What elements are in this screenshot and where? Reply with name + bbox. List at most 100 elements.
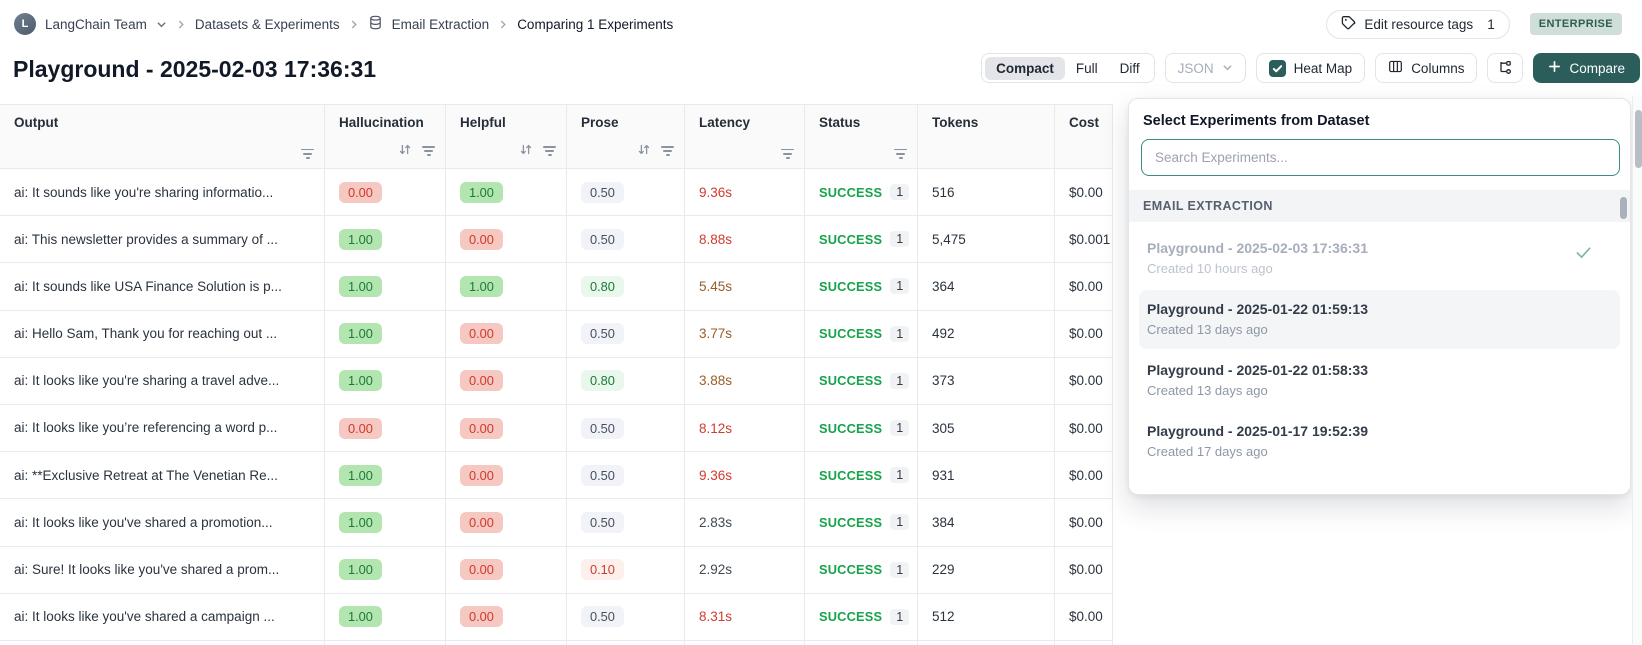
column-header[interactable]: Prose [567, 105, 685, 169]
columns-button[interactable]: Columns [1375, 53, 1478, 83]
prose-cell: 0.10 [567, 546, 685, 594]
output-cell[interactable]: ai: **Exclusive Retreat at The Venetian … [0, 452, 325, 500]
sort-icon[interactable] [637, 143, 651, 159]
check-icon [1575, 245, 1592, 265]
page-scrollbar-thumb[interactable] [1634, 110, 1642, 168]
sort-icon[interactable] [398, 143, 412, 159]
status-cell: SUCCESS 1 [805, 169, 918, 217]
experiment-list-item[interactable]: Playground - 2025-01-22 01:58:33 Created… [1139, 351, 1620, 410]
column-header[interactable]: Cost [1055, 105, 1113, 169]
column-header[interactable]: Latency [685, 105, 805, 169]
table-row[interactable]: ai: Hello Sam, Thank you for reaching ou… [0, 310, 1113, 358]
breadcrumb-datasets[interactable]: Datasets & Experiments [194, 16, 340, 32]
latency-value: 3.88s [699, 373, 733, 389]
experiments-results-table: Output Hallucination Helpful [0, 104, 1113, 645]
status-badge: SUCCESS [819, 326, 883, 342]
edit-resource-tags-button[interactable]: Edit resource tags 1 [1326, 9, 1510, 39]
output-cell[interactable]: ai: It looks like you've shared a campai… [0, 593, 325, 641]
panel-list-scrollbar-thumb[interactable] [1620, 197, 1627, 219]
table-row[interactable]: ai: **Exclusive Retreat at The Venetian … [0, 452, 1113, 500]
page-scrollbar[interactable] [1632, 96, 1642, 644]
compare-button[interactable]: Compare [1533, 53, 1640, 83]
cost-cell: $0.001 [1055, 216, 1113, 264]
filter-icon[interactable] [543, 145, 556, 157]
prose-cell: 0.50 [567, 499, 685, 547]
prose-score-badge: 0.50 [581, 464, 624, 486]
helpful-cell: 0.00 [446, 452, 567, 500]
latency-cell: 5.45s [685, 263, 805, 311]
format-json-label: JSON [1177, 60, 1214, 76]
team-avatar[interactable]: L [14, 13, 36, 35]
tokens-cell: 384 [918, 499, 1055, 547]
latency-value: 9.36s [699, 467, 733, 483]
latency-value: 2.83s [699, 514, 733, 530]
team-name[interactable]: LangChain Team [45, 16, 147, 32]
output-cell[interactable]: ai: Hello Sam, Thank you for reaching ou… [0, 310, 325, 358]
tokens-cell: 305 [918, 404, 1055, 453]
breadcrumb-dataset-name[interactable]: Email Extraction [391, 16, 490, 32]
view-mode-segment[interactable]: Full [1075, 60, 1098, 76]
cost-cell: $0.00 [1055, 499, 1113, 547]
hallucination-cell: 1.00 [325, 357, 446, 405]
prose-cell: 0.50 [567, 216, 685, 264]
filter-icon[interactable] [422, 145, 435, 157]
view-mode-segment[interactable]: Diff [1119, 60, 1140, 76]
filter-icon[interactable] [301, 148, 314, 159]
output-cell[interactable]: ai: Sure! It looks like you've shared a … [0, 546, 325, 594]
resource-graph-button[interactable] [1487, 53, 1524, 83]
format-json-dropdown[interactable]: JSON [1164, 53, 1246, 83]
column-header-label: Output [14, 115, 59, 130]
column-header[interactable]: Hallucination [325, 105, 446, 169]
tokens-cell: 492 [918, 310, 1055, 358]
select-experiments-panel: Select Experiments from Dataset EMAIL EX… [1128, 98, 1631, 495]
column-header-icons [637, 143, 674, 159]
table-row[interactable]: ai: It sounds like USA Finance Solution … [0, 263, 1113, 311]
view-mode-segment[interactable]: Compact [985, 56, 1065, 80]
column-header[interactable]: Tokens [918, 105, 1055, 169]
table-row[interactable]: ai: It looks like you've shared a promot… [0, 499, 1113, 547]
resource-tags-count: 1 [1487, 16, 1495, 32]
breadcrumb-separator-icon [498, 19, 508, 30]
table-row[interactable]: ai: It looks like you've shared a campai… [0, 593, 1113, 641]
filter-icon[interactable] [894, 148, 907, 159]
output-cell[interactable]: ai: It looks like you're sharing a trave… [0, 357, 325, 405]
experiment-list-item[interactable]: Playground - 2025-02-03 17:36:31 Created… [1139, 229, 1620, 288]
column-header[interactable]: Helpful [446, 105, 567, 169]
table-row[interactable]: ai: Sure! It looks like you've shared a … [0, 546, 1113, 594]
chevron-down-icon[interactable] [156, 19, 167, 30]
column-header[interactable]: Output [0, 105, 325, 169]
filter-icon[interactable] [661, 145, 674, 157]
output-cell[interactable]: ai: It sounds like USA Finance Solution … [0, 263, 325, 311]
table-row[interactable]: ai: This newsletter provides a summary o… [0, 216, 1113, 264]
latency-value: 2.92s [699, 562, 733, 578]
helpful-score-badge: 1.00 [460, 181, 503, 203]
sort-icon[interactable] [519, 143, 533, 159]
status-count-badge: 1 [890, 278, 910, 295]
output-cell[interactable]: ai: This newsletter provides a summary o… [0, 216, 325, 264]
experiment-list-item[interactable]: Playground - 2025-01-22 01:59:13 Created… [1139, 290, 1620, 349]
prose-score-badge: 0.50 [581, 228, 624, 250]
hallucination-score-badge: 1.00 [339, 323, 382, 345]
table-row[interactable]: ai: It sounds like you're sharing inform… [0, 169, 1113, 217]
status-count-badge: 1 [890, 420, 910, 437]
output-cell[interactable]: ai: It looks like you've shared a promot… [0, 499, 325, 547]
helpful-cell: 1.00 [446, 169, 567, 217]
column-header[interactable]: Status [805, 105, 918, 169]
experiment-list-item[interactable]: Playground - 2025-01-17 19:52:39 Created… [1139, 412, 1620, 471]
prose-score-badge: 0.10 [581, 559, 624, 581]
hallucination-cell: 0.00 [325, 169, 446, 217]
latency-cell: 9.36s [685, 452, 805, 500]
table-row[interactable]: ai: It looks like you're sharing a trave… [0, 357, 1113, 405]
hallucination-score-badge: 1.00 [339, 370, 382, 392]
output-cell[interactable]: ai: It sounds like you're sharing inform… [0, 169, 325, 217]
output-cell[interactable]: ai: It looks like you’re referencing a w… [0, 404, 325, 453]
hallucination-cell: 1.00 [325, 499, 446, 547]
cost-cell: $0.00 [1055, 169, 1113, 217]
heat-map-toggle[interactable]: Heat Map [1255, 53, 1366, 83]
filter-icon[interactable] [781, 148, 794, 159]
prose-score-badge: 0.50 [581, 511, 624, 533]
columns-icon [1388, 59, 1403, 77]
table-row[interactable]: ai: It looks like you’re referencing a w… [0, 404, 1113, 453]
search-experiments-input[interactable] [1141, 139, 1620, 176]
heat-map-checkbox[interactable] [1268, 59, 1286, 77]
